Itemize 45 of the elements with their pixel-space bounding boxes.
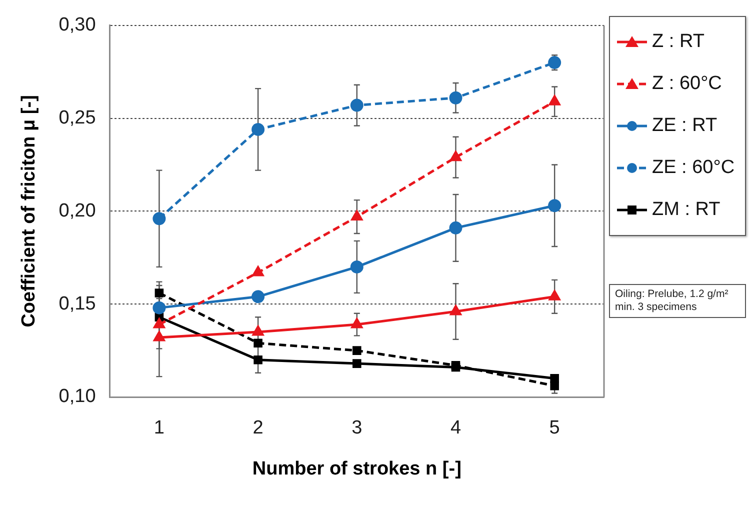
legend-label: Z : RT — [652, 31, 704, 54]
x-tick-label: 2 — [252, 418, 264, 439]
legend-label: Z : 60°C — [652, 73, 722, 96]
text: min. 3 specimens — [615, 301, 698, 314]
legend-label: ZM : RT — [652, 199, 720, 222]
point — [350, 318, 364, 328]
y-tick-label: 0,10 — [58, 386, 96, 408]
point — [450, 150, 462, 162]
point — [254, 355, 262, 364]
point — [154, 288, 164, 298]
x-tick-label: 5 — [549, 418, 560, 439]
point — [450, 304, 462, 316]
y-tick-label: 0,20 — [58, 200, 96, 222]
point — [252, 324, 264, 336]
x-axis-title: Number of strokes n [-] — [252, 458, 462, 480]
y-tick-label: 0,15 — [58, 293, 96, 314]
point — [252, 290, 265, 304]
point — [350, 260, 364, 274]
y-tick-label: 0,30 — [58, 14, 96, 36]
x-tick-label: 4 — [450, 418, 462, 439]
point — [350, 98, 364, 112]
point — [153, 330, 166, 342]
point — [449, 221, 462, 234]
x-tick-label: 1 — [154, 418, 164, 439]
text: Oiling: Prelube, 1.2 g/m² — [615, 288, 730, 302]
legend-label: ZE : RT — [652, 115, 718, 138]
point — [548, 290, 561, 300]
y-axis-title: Coefficient of friciton μ [-] — [18, 95, 40, 328]
point — [252, 266, 264, 276]
point — [548, 199, 562, 212]
point — [152, 212, 166, 226]
point — [350, 210, 364, 221]
point — [449, 91, 462, 104]
x-tick-label: 3 — [352, 418, 362, 439]
point — [352, 346, 362, 355]
legend-label: ZE : 60°C — [652, 157, 735, 180]
point — [153, 318, 166, 328]
point — [548, 94, 561, 106]
point — [550, 374, 559, 383]
point — [352, 359, 362, 368]
point — [548, 56, 562, 70]
point — [254, 338, 262, 348]
point — [252, 122, 265, 136]
point — [152, 301, 166, 314]
y-tick-label: 0,25 — [58, 108, 96, 129]
